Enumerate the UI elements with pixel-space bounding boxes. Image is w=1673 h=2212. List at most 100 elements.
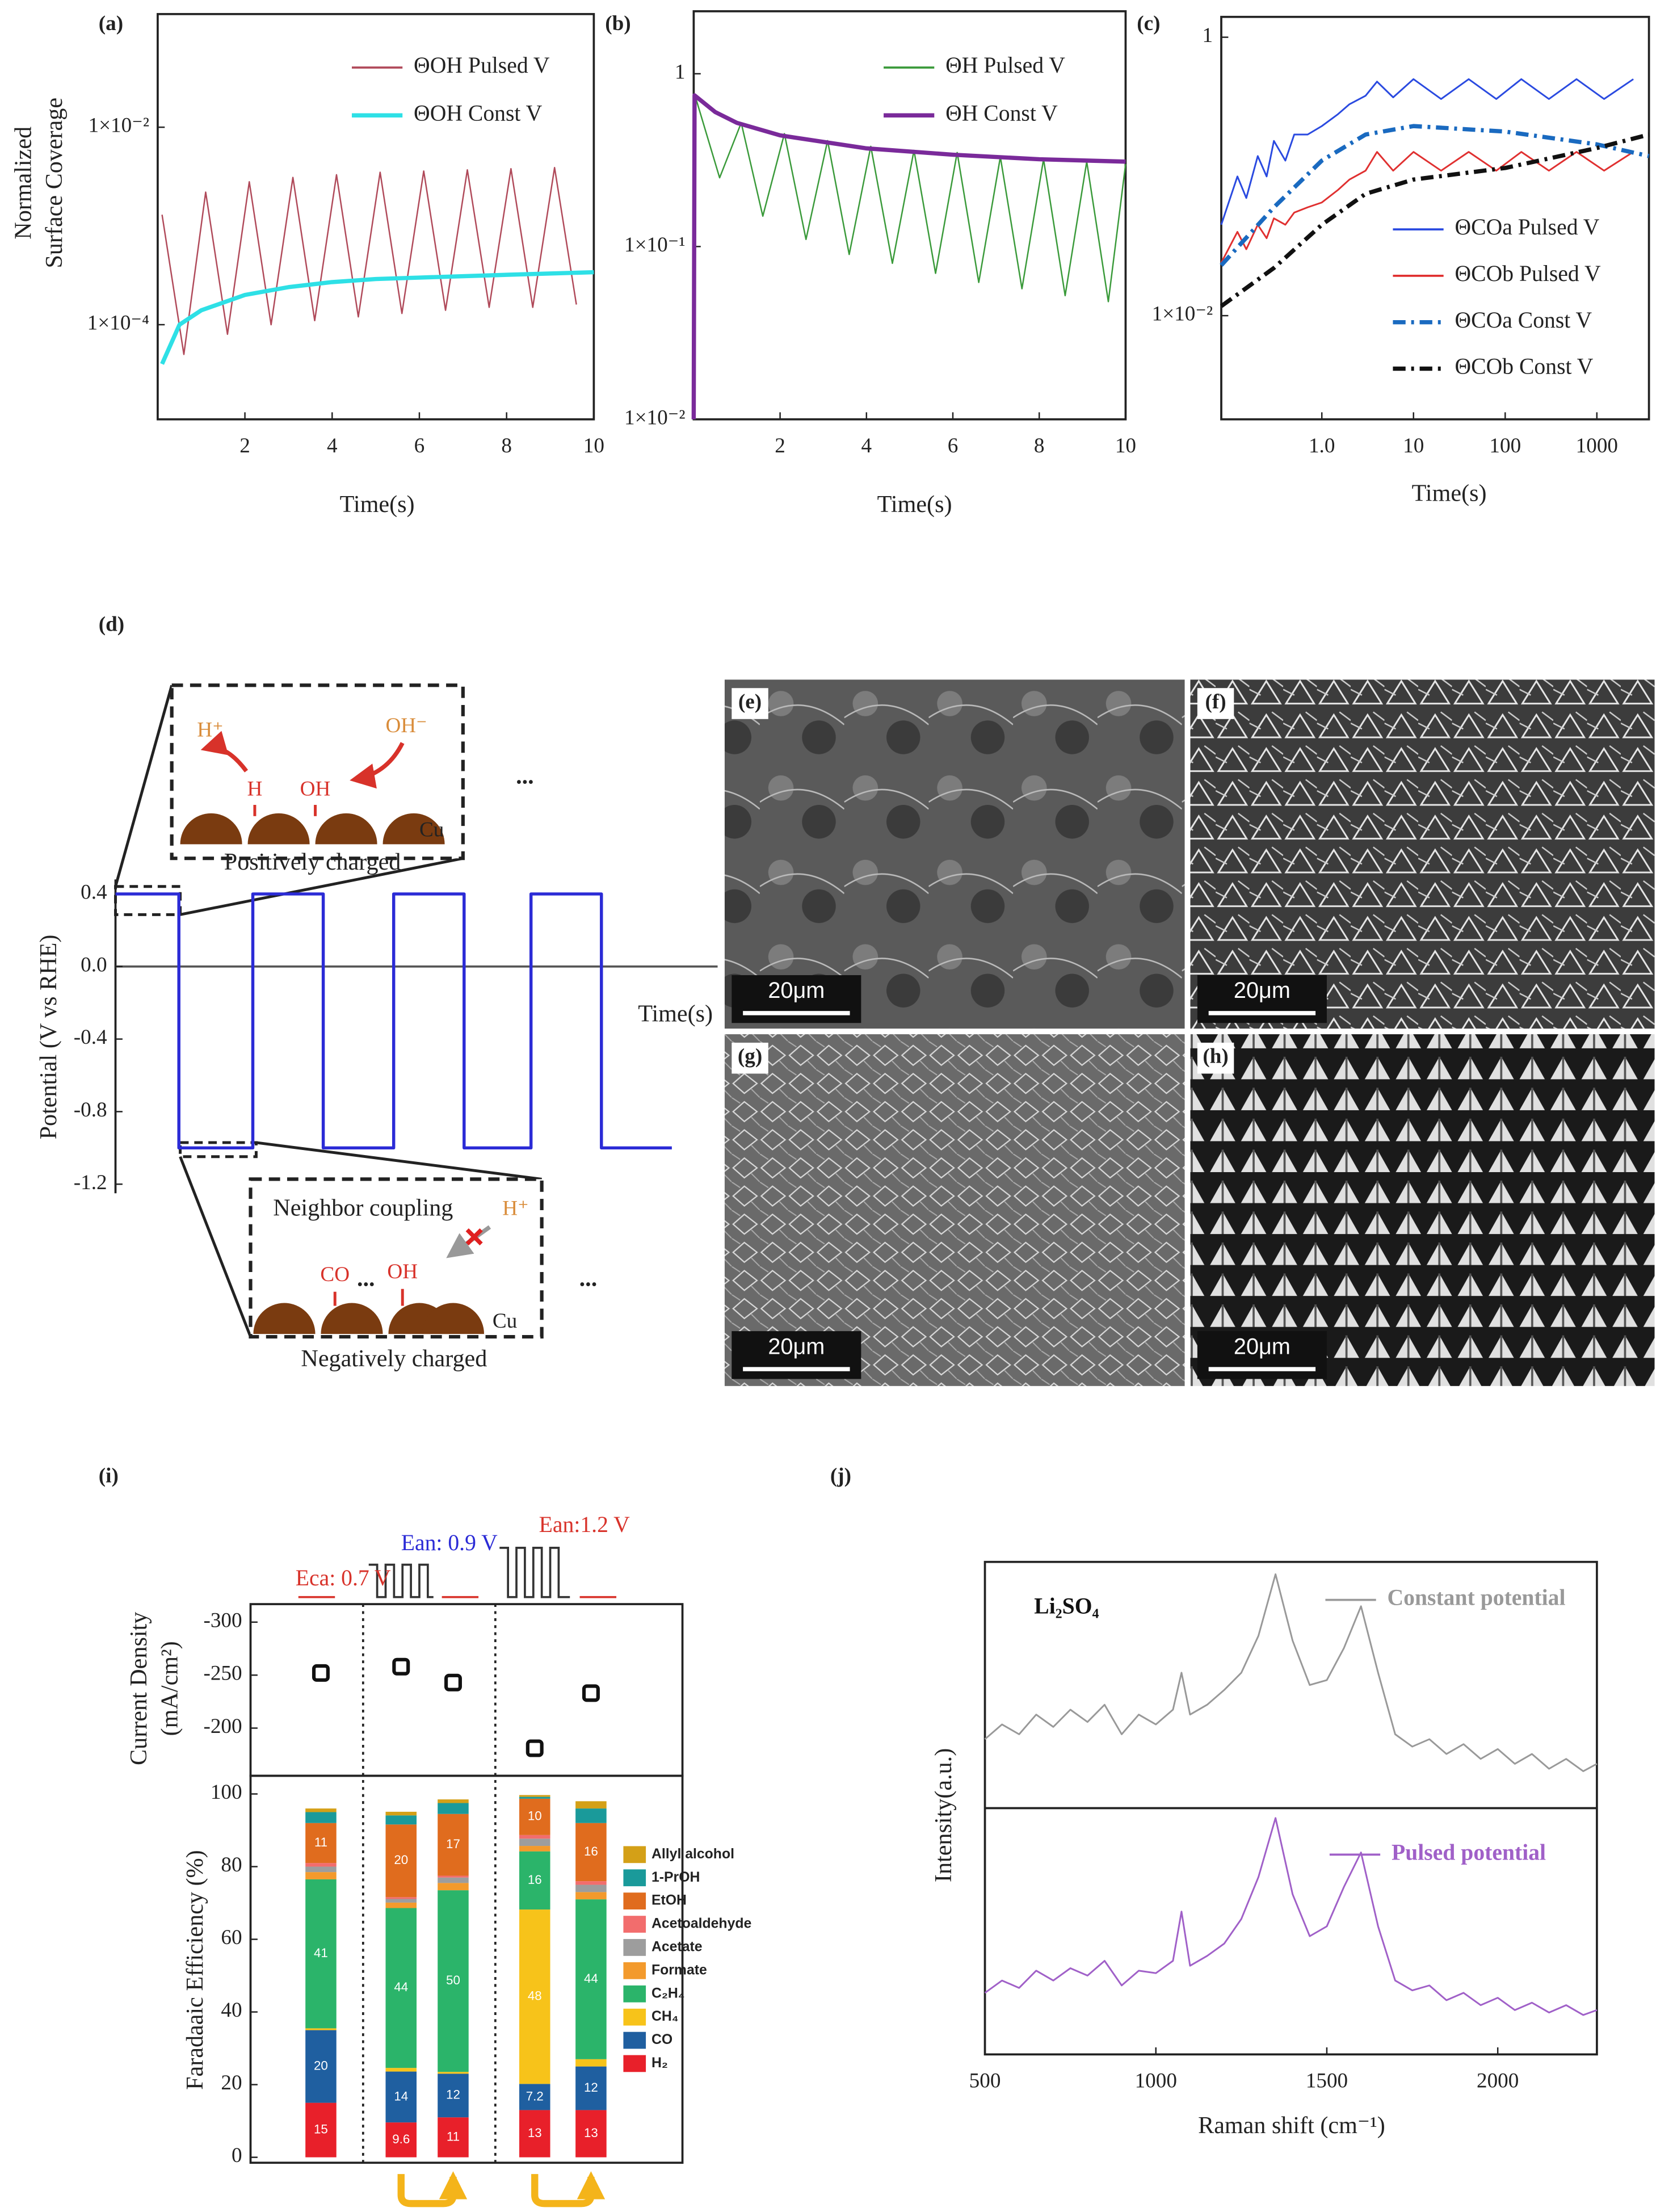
plot-frame — [249, 1603, 684, 1777]
annotation: Ean: 0.9 V — [401, 1530, 498, 1555]
panel-label: (f) — [1205, 690, 1226, 713]
zoom-line — [256, 1141, 542, 1181]
y-tick-label: 1×10⁻² — [89, 114, 149, 137]
data-label: 16 — [528, 1873, 542, 1887]
bar-segment — [385, 2068, 417, 2072]
x-tick-label: 8 — [501, 434, 512, 457]
bar-segment — [519, 1851, 550, 1910]
label: H⁺ — [502, 1197, 528, 1220]
x-tick-label: 10 — [583, 434, 604, 457]
ellipsis: ... — [357, 1265, 375, 1292]
panel-label: (h) — [1203, 1045, 1228, 1068]
x-tick-label: 6 — [414, 434, 425, 457]
x-tick-label: 2 — [239, 434, 250, 457]
data-label: 48 — [528, 1989, 542, 2003]
marker — [526, 1739, 544, 1757]
legend-swatch — [623, 2008, 646, 2026]
data-line — [1220, 78, 1634, 225]
data-label: 12 — [446, 2088, 460, 2102]
schematic: H⁺ OH⁻ H OH Cu Positively charged ... Ne… — [114, 683, 597, 1372]
bar-segment — [519, 1846, 550, 1852]
x-tick-label: 6 — [948, 434, 959, 457]
scale-bar-label: 20μm — [1234, 978, 1291, 1003]
bar-segment — [305, 1866, 337, 1873]
bar-segment — [305, 2028, 337, 2030]
bar-segment — [575, 1881, 607, 1885]
legend-label: Allyl alcohol — [651, 1846, 734, 1862]
bar-segment — [385, 1897, 417, 1899]
data-label: 50 — [446, 1973, 460, 1987]
cu-atoms — [253, 1303, 485, 1334]
annotation: Eca: 0.7 V — [296, 1565, 391, 1590]
legend-label: C₂H₄ — [651, 1986, 685, 2001]
label: OH⁻ — [385, 714, 427, 737]
marker — [312, 1664, 330, 1682]
label: OH — [387, 1260, 418, 1283]
y-tick-label: 40 — [221, 1999, 242, 2022]
y-tick-label: -300 — [203, 1609, 242, 1632]
y-tick-label: 80 — [221, 1853, 242, 1877]
x-tick-label: 1000 — [1576, 434, 1618, 457]
y-axis-label: Current Density — [125, 1612, 152, 1765]
zoom-box — [179, 1141, 258, 1159]
zoom-line — [180, 857, 464, 916]
caption: Positively charged — [224, 849, 401, 875]
bar-segment — [519, 1909, 550, 2084]
x-tick-label: 500 — [969, 2069, 1001, 2092]
bar-segment — [519, 2084, 550, 2110]
scale-bar-label: 20μm — [768, 978, 825, 1003]
label: H — [247, 778, 263, 801]
bar-segment — [305, 1808, 337, 1812]
bar-segment — [305, 1879, 337, 2029]
legend-label: ΘOH Pulsed V — [414, 53, 550, 78]
legend-label: ΘOH Const V — [414, 100, 543, 125]
bar-segment — [575, 2066, 607, 2110]
y-tick-label: 1×10⁻⁴ — [87, 312, 149, 335]
data-line — [691, 93, 1126, 419]
bar-segment — [305, 1863, 337, 1867]
bar-segment — [575, 1823, 607, 1882]
y-axis-label: (mA/cm²) — [156, 1641, 183, 1736]
bar-segment — [575, 1808, 607, 1823]
bar-segment — [438, 2072, 469, 2074]
bar-segment — [438, 1799, 469, 1803]
y-tick-label: -250 — [203, 1662, 242, 1685]
bar-segment — [385, 1899, 417, 1903]
bar-segment — [385, 1824, 417, 1898]
y-tick-label: 1 — [675, 60, 686, 83]
sem-images: (e) 20μm (f) 20μm (g) 20μm (h) 20μm — [724, 679, 1655, 1386]
x-tick-label: 1500 — [1306, 2069, 1348, 2092]
bar-segment — [519, 1835, 550, 1839]
x-axis-label: Time(s) — [877, 491, 952, 518]
data-line — [115, 892, 672, 1150]
x-tick-label: 100 — [1489, 434, 1521, 457]
legend-swatch — [623, 1939, 646, 1956]
annotation: Li₂SO₄ — [1034, 1594, 1099, 1619]
legend-label: CH₄ — [651, 2009, 679, 2024]
bar-segment — [519, 1795, 550, 1797]
data-line — [984, 1817, 1598, 2016]
y-tick-label: -200 — [203, 1715, 242, 1738]
y-axis-label: Normalized — [10, 127, 37, 240]
y-tick-label: 60 — [221, 1926, 242, 1949]
data-line — [160, 270, 594, 365]
label: Cu — [493, 1309, 517, 1333]
legend-label: Pulsed potential — [1392, 1840, 1546, 1865]
panel-label: (d) — [99, 613, 124, 636]
y-tick-label: 1 — [1203, 24, 1213, 47]
arrow — [531, 2171, 606, 2207]
y-tick-label: -1.2 — [74, 1171, 107, 1194]
label: CO — [320, 1263, 350, 1286]
panel-label: (b) — [605, 12, 630, 35]
data-label: 16 — [584, 1844, 598, 1858]
data-label: 11 — [447, 2129, 460, 2143]
legend-label: H₂ — [651, 2055, 668, 2071]
data-label: 13 — [528, 2126, 542, 2140]
arrow — [200, 731, 249, 773]
data-label: 41 — [314, 1946, 328, 1960]
legend-label: ΘH Pulsed V — [945, 53, 1065, 78]
legend-swatch — [623, 2055, 646, 2072]
x-tick-label: 1.0 — [1309, 434, 1335, 457]
plot-frame — [157, 12, 595, 421]
